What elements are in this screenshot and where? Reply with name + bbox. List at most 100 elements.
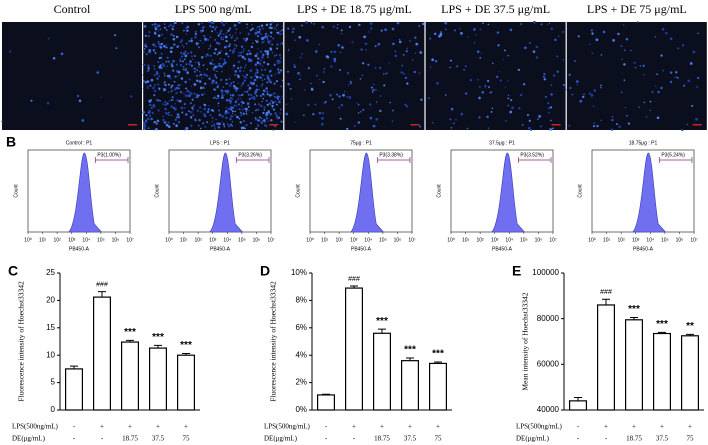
nucleus — [163, 81, 166, 84]
nucleus — [191, 98, 194, 101]
nucleus — [224, 110, 228, 113]
nucleus — [221, 121, 223, 123]
nucleus — [192, 114, 195, 117]
nucleus — [505, 120, 507, 122]
nucleus — [230, 36, 233, 39]
nucleus — [577, 35, 580, 38]
nucleus — [233, 84, 236, 88]
nucleus — [456, 65, 459, 68]
nucleus — [194, 33, 197, 36]
nucleus — [259, 77, 262, 79]
nucleus — [211, 125, 213, 127]
nucleus — [60, 52, 64, 56]
nucleus — [191, 106, 194, 109]
nucleus — [218, 113, 222, 117]
nucleus — [153, 74, 156, 77]
nucleus — [305, 21, 308, 24]
nucleus — [574, 60, 576, 62]
nucleus — [476, 50, 480, 53]
nucleus — [201, 29, 204, 32]
nucleus — [548, 107, 551, 110]
nucleus — [194, 55, 196, 57]
nucleus — [239, 121, 242, 124]
nucleus — [276, 23, 279, 26]
nucleus — [279, 98, 282, 100]
nucleus — [275, 54, 277, 56]
nucleus — [211, 116, 214, 120]
nucleus — [692, 50, 696, 54]
error-bar — [98, 291, 106, 298]
nucleus — [419, 125, 421, 128]
nucleus — [642, 64, 645, 68]
nucleus — [479, 86, 481, 88]
nucleus — [429, 66, 432, 68]
nucleus — [348, 96, 352, 99]
nucleus — [232, 34, 234, 37]
nucleus — [548, 22, 551, 25]
nucleus — [143, 63, 146, 66]
nucleus — [227, 125, 231, 128]
nucleus — [167, 83, 170, 86]
nucleus — [251, 27, 254, 30]
nucleus — [638, 106, 640, 108]
nucleus — [269, 71, 271, 73]
nucleus — [245, 107, 248, 111]
nucleus — [277, 68, 280, 71]
nucleus — [556, 55, 559, 58]
nucleus — [188, 110, 190, 113]
nucleus — [547, 102, 550, 105]
nucleus — [257, 30, 261, 34]
nucleus — [380, 29, 383, 32]
nucleus — [177, 121, 181, 124]
nucleus — [338, 95, 341, 98]
nucleus — [429, 37, 432, 40]
nucleus — [222, 38, 224, 41]
nucleus — [182, 65, 185, 69]
nucleus — [153, 128, 155, 131]
nucleus — [163, 88, 167, 91]
nucleus — [255, 109, 258, 111]
nucleus — [543, 72, 546, 76]
nucleus — [164, 74, 166, 77]
nucleus — [687, 79, 691, 83]
nucleus — [291, 31, 294, 33]
nucleus — [488, 86, 490, 89]
nucleus — [406, 47, 408, 49]
nucleus — [195, 119, 197, 122]
nucleus — [173, 80, 176, 83]
nucleus — [30, 99, 33, 102]
nucleus — [242, 75, 244, 77]
nucleus — [276, 31, 280, 35]
nucleus — [144, 119, 148, 122]
nucleus — [624, 49, 626, 51]
nucleus — [263, 109, 266, 111]
nucleus — [197, 124, 200, 127]
nucleus — [187, 52, 189, 54]
bar — [64, 368, 83, 411]
nucleus — [239, 54, 242, 57]
nucleus — [275, 103, 278, 106]
nucleus — [214, 69, 216, 72]
nucleus — [332, 25, 335, 28]
nucleus — [266, 50, 270, 53]
bar — [373, 332, 392, 411]
nucleus — [146, 85, 149, 88]
nucleus — [180, 106, 184, 110]
nucleus — [219, 32, 222, 35]
micrograph — [284, 22, 425, 130]
nucleus — [477, 78, 480, 81]
nucleus — [260, 59, 262, 61]
nucleus — [222, 36, 225, 39]
nucleus — [257, 119, 260, 122]
nucleus — [266, 76, 270, 80]
nucleus — [263, 106, 266, 109]
nucleus — [518, 107, 521, 110]
nucleus — [312, 113, 315, 116]
nucleus — [222, 86, 225, 88]
nucleus — [254, 54, 258, 58]
nucleus — [193, 92, 196, 95]
nucleus — [695, 117, 698, 121]
nucleus — [265, 114, 267, 116]
nucleus — [143, 126, 146, 130]
nucleus — [383, 84, 386, 87]
